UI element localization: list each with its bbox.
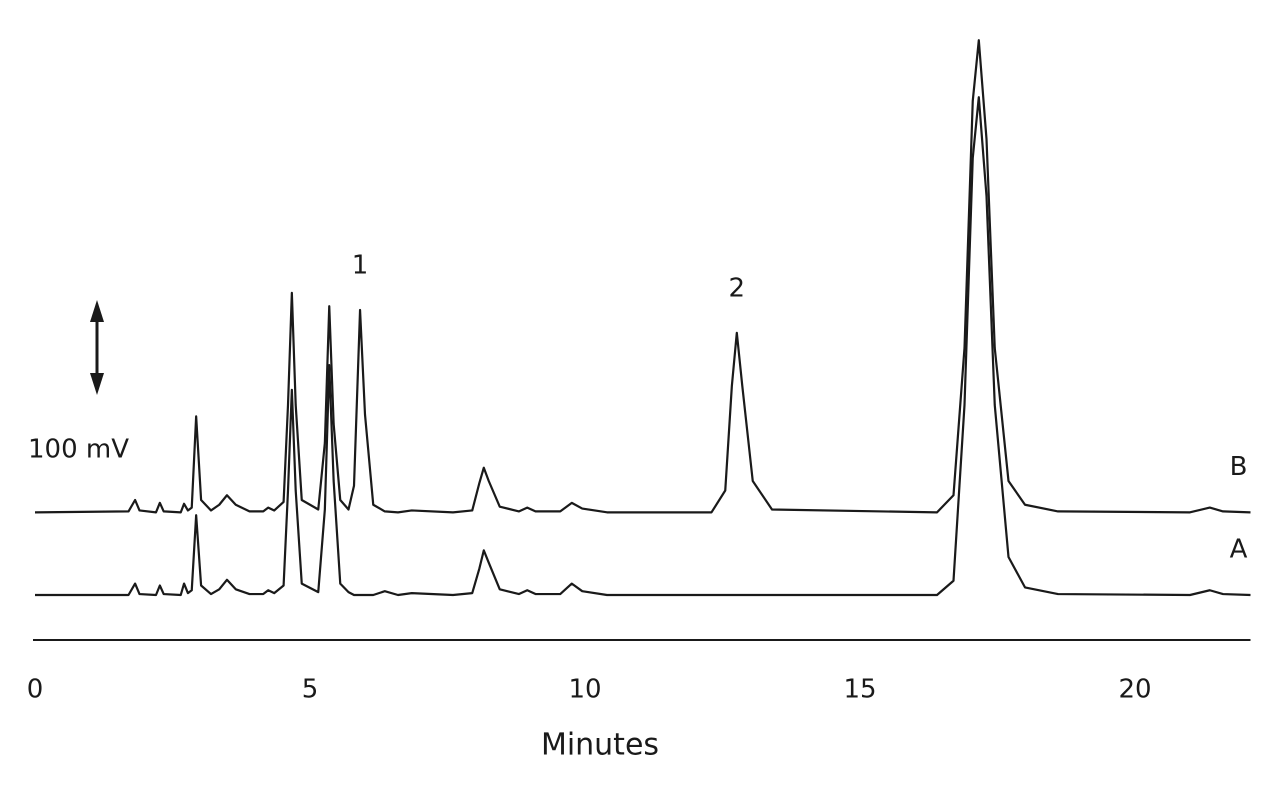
series-label: B xyxy=(1230,452,1248,482)
scale-arrow-head xyxy=(90,373,104,395)
x-tick-label: 0 xyxy=(27,675,44,705)
scale-bar-label: 100 mV xyxy=(28,435,129,465)
x-axis-label: Minutes xyxy=(541,728,659,763)
series-label: A xyxy=(1230,535,1248,565)
x-tick-label: 20 xyxy=(1118,675,1151,705)
trace-line xyxy=(34,39,1251,514)
trace-line xyxy=(35,96,1251,597)
peak-label: 2 xyxy=(729,273,746,303)
scale-arrow-head xyxy=(90,300,104,322)
x-tick-label: 15 xyxy=(843,675,876,705)
x-tick-label: 10 xyxy=(568,675,601,705)
peak-label: 1 xyxy=(352,251,369,281)
x-tick-label: 5 xyxy=(302,675,319,705)
